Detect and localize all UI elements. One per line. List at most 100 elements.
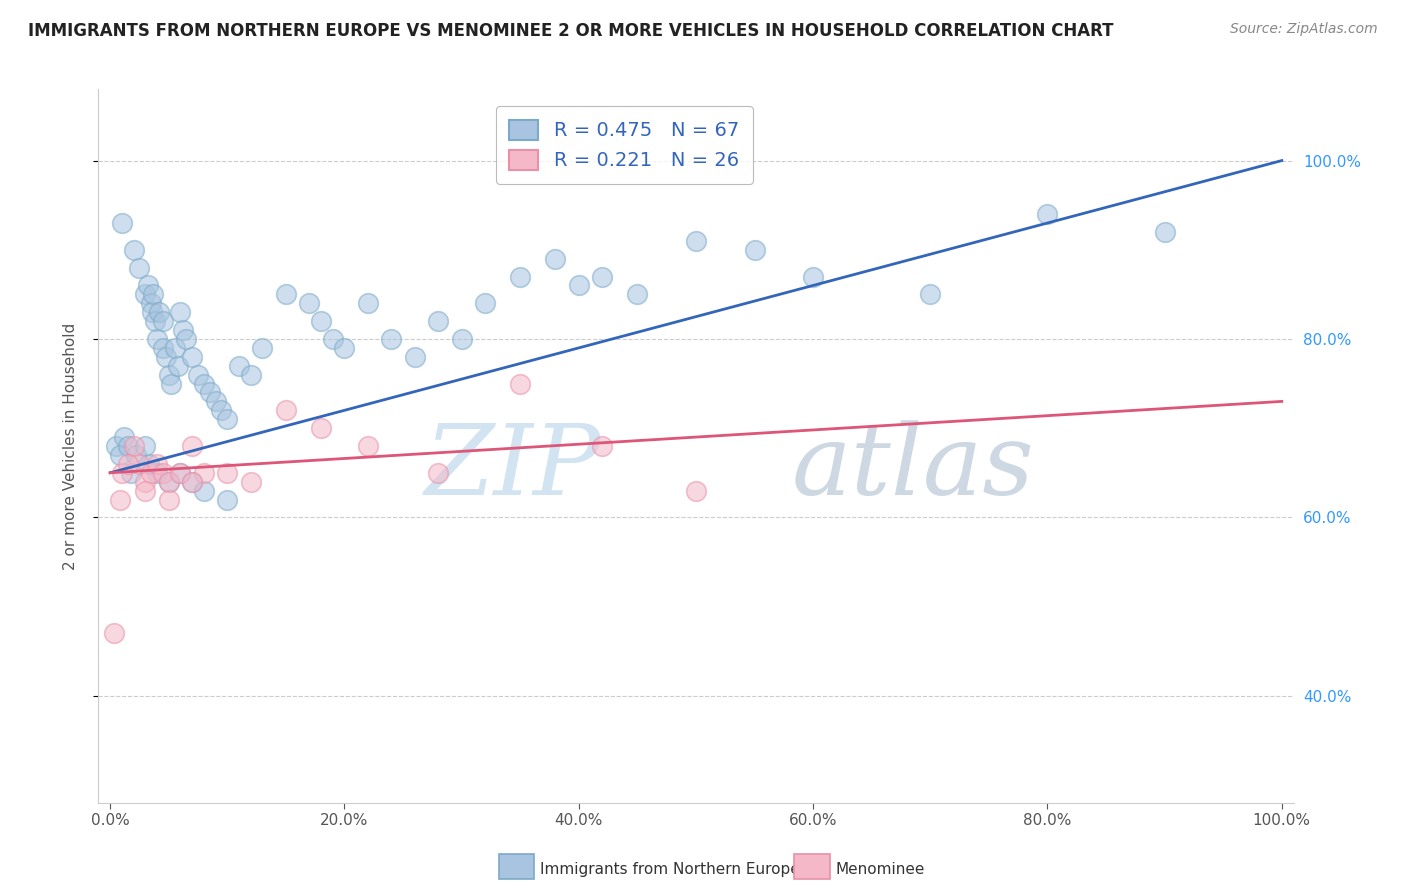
Point	[128, 260, 150, 275]
Text: ZIP: ZIP	[425, 420, 600, 515]
Point	[134, 475, 156, 489]
Point	[298, 296, 321, 310]
Point	[141, 296, 163, 310]
Point	[509, 269, 531, 284]
Point	[169, 466, 191, 480]
Point	[193, 466, 215, 480]
Point	[626, 287, 648, 301]
Point	[117, 457, 139, 471]
Point	[172, 323, 194, 337]
Point	[544, 252, 567, 266]
Point	[685, 483, 707, 498]
Point	[450, 332, 472, 346]
Point	[591, 439, 613, 453]
Point	[157, 368, 180, 382]
Point	[122, 439, 145, 453]
Point	[146, 457, 169, 471]
Point	[108, 448, 131, 462]
Point	[157, 492, 180, 507]
Point	[309, 314, 332, 328]
Point	[474, 296, 496, 310]
Point	[187, 368, 209, 382]
Y-axis label: 2 or more Vehicles in Household: 2 or more Vehicles in Household	[63, 322, 77, 570]
Point	[920, 287, 942, 301]
Point	[744, 243, 766, 257]
Point	[134, 287, 156, 301]
Point	[198, 385, 221, 400]
Point	[138, 457, 160, 471]
Point	[380, 332, 402, 346]
Text: Immigrants from Northern Europe: Immigrants from Northern Europe	[540, 863, 800, 877]
Point	[174, 332, 197, 346]
Point	[142, 287, 165, 301]
Point	[134, 483, 156, 498]
Point	[152, 314, 174, 328]
Point	[141, 466, 163, 480]
Point	[333, 341, 356, 355]
Point	[568, 278, 591, 293]
Legend: R = 0.475   N = 67, R = 0.221   N = 26: R = 0.475 N = 67, R = 0.221 N = 26	[496, 106, 752, 184]
Point	[146, 466, 169, 480]
Point	[252, 341, 274, 355]
Point	[105, 439, 128, 453]
Point	[111, 466, 134, 480]
Point	[157, 475, 180, 489]
Point	[217, 492, 239, 507]
Point	[509, 376, 531, 391]
Text: Menominee: Menominee	[835, 863, 925, 877]
Point	[239, 475, 262, 489]
Point	[427, 314, 450, 328]
Point	[801, 269, 824, 284]
Point	[357, 296, 380, 310]
Point	[239, 368, 262, 382]
Point	[112, 430, 135, 444]
Point	[309, 421, 332, 435]
Point	[167, 359, 190, 373]
Point	[322, 332, 344, 346]
Point	[128, 457, 150, 471]
Point	[427, 466, 450, 480]
Point	[157, 475, 180, 489]
Point	[141, 305, 163, 319]
Point	[685, 234, 707, 248]
Point	[1153, 225, 1175, 239]
Point	[152, 466, 174, 480]
Point	[217, 412, 239, 426]
Point	[120, 466, 142, 480]
Point	[143, 314, 166, 328]
Point	[404, 350, 426, 364]
Point	[591, 269, 613, 284]
Point	[169, 466, 191, 480]
Point	[211, 403, 233, 417]
Point	[1036, 207, 1059, 221]
Point	[181, 439, 204, 453]
Point	[357, 439, 380, 453]
Point	[193, 376, 215, 391]
Text: Source: ZipAtlas.com: Source: ZipAtlas.com	[1230, 22, 1378, 37]
Point	[163, 341, 186, 355]
Point	[181, 475, 204, 489]
Text: IMMIGRANTS FROM NORTHERN EUROPE VS MENOMINEE 2 OR MORE VEHICLES IN HOUSEHOLD COR: IMMIGRANTS FROM NORTHERN EUROPE VS MENOM…	[28, 22, 1114, 40]
Text: atlas: atlas	[792, 420, 1035, 515]
Point	[274, 403, 297, 417]
Point	[169, 305, 191, 319]
Point	[136, 278, 159, 293]
Point	[217, 466, 239, 480]
Point	[160, 376, 183, 391]
Point	[193, 483, 215, 498]
Point	[204, 394, 226, 409]
Point	[146, 332, 169, 346]
Point	[152, 341, 174, 355]
Point	[103, 626, 125, 640]
Point	[122, 243, 145, 257]
Point	[125, 448, 148, 462]
Point	[228, 359, 250, 373]
Point	[108, 492, 131, 507]
Point	[148, 305, 170, 319]
Point	[155, 350, 177, 364]
Point	[181, 350, 204, 364]
Point	[117, 439, 139, 453]
Point	[181, 475, 204, 489]
Point	[111, 216, 134, 230]
Point	[274, 287, 297, 301]
